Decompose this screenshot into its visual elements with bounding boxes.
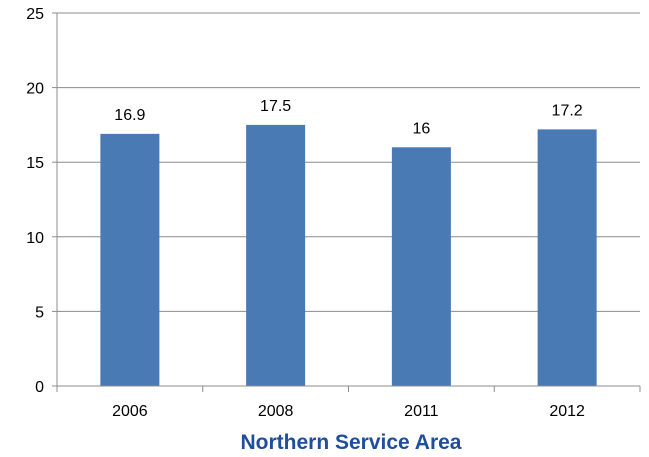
bar-2011 <box>392 147 451 386</box>
x-tick-labels: 2006 2008 2011 2012 <box>112 403 585 420</box>
y-tick-label: 0 <box>35 379 44 396</box>
data-label: 16.9 <box>114 107 145 124</box>
bar-2008 <box>246 125 305 386</box>
x-tick-label: 2012 <box>549 403 585 420</box>
y-tick-label: 20 <box>26 81 44 98</box>
y-tick-label: 25 <box>26 6 44 23</box>
data-labels: 16.9 17.5 16 17.2 <box>114 98 582 137</box>
data-label: 17.5 <box>260 98 291 115</box>
bar-2012 <box>538 129 597 386</box>
y-tick-label: 15 <box>26 155 44 172</box>
bar-2006 <box>100 134 159 386</box>
y-tick-label: 5 <box>35 304 44 321</box>
x-tick-label: 2006 <box>112 403 148 420</box>
x-tick-label: 2011 <box>404 403 439 420</box>
data-label: 16 <box>412 120 430 137</box>
y-tick-labels: 0 5 10 15 20 25 <box>26 6 44 396</box>
data-label: 17.2 <box>552 102 583 119</box>
bars <box>100 125 596 386</box>
y-tick-label: 10 <box>26 230 44 247</box>
x-tick-label: 2008 <box>258 403 294 420</box>
x-axis-title: Northern Service Area <box>241 431 462 454</box>
